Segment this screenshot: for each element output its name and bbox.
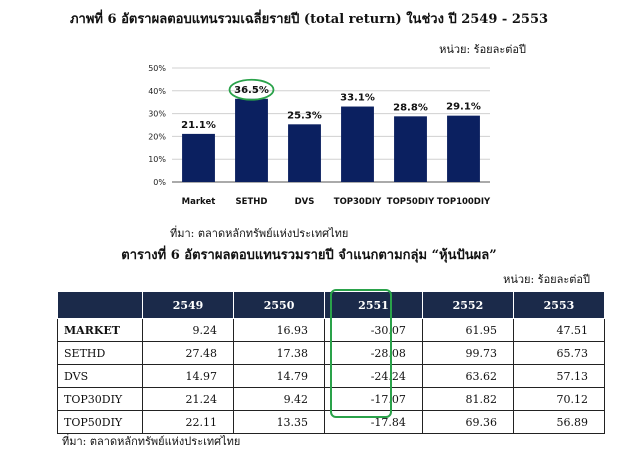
y-tick-label: 40% bbox=[148, 87, 166, 96]
figure-source: ที่มา: ตลาดหลักทรัพย์แห่งประเทศไทย bbox=[170, 227, 349, 240]
table-header-row: 2549 2550 2551 2552 2553 bbox=[57, 291, 606, 319]
row-label: TOP30DIY bbox=[57, 387, 143, 411]
figure-unit: หน่วย: ร้อยละต่อปี bbox=[439, 43, 526, 56]
table-row: SETHD 27.48 17.38 -28.08 99.73 65.73 bbox=[57, 341, 606, 365]
table-row: TOP50DIY 22.11 13.35 -17.84 69.36 56.89 bbox=[57, 410, 606, 434]
bar-value-label: 28.8% bbox=[393, 102, 428, 113]
table-cell: 9.24 bbox=[141, 318, 235, 342]
table-header-cell: 2553 bbox=[512, 291, 606, 319]
bar-value-label: 21.1% bbox=[181, 120, 216, 131]
bar bbox=[394, 116, 427, 182]
table-title: ตารางที่ 6 อัตราผลตอบแทนรวมรายปี จำแนกตา… bbox=[121, 248, 497, 263]
table-cell: 69.36 bbox=[421, 410, 514, 434]
table-cell: -30.07 bbox=[324, 318, 423, 342]
row-label: DVS bbox=[57, 364, 143, 388]
table-cell: 9.42 bbox=[233, 387, 326, 411]
bar bbox=[182, 133, 215, 182]
highlight-ellipse bbox=[228, 78, 275, 101]
x-category-label: TOP30DIY bbox=[334, 197, 382, 207]
x-category-label: Market bbox=[182, 197, 216, 207]
bar-value-label: 25.3% bbox=[287, 110, 322, 121]
table-cell: 99.73 bbox=[421, 341, 514, 365]
bar bbox=[288, 124, 321, 182]
table-cell: 14.97 bbox=[141, 364, 235, 388]
bar-chart: 0% 10% 20% 30% 40% 50% 21.1% Market 36.5% SETHD 25… bbox=[148, 64, 491, 207]
highlight-column-2551 bbox=[330, 289, 392, 418]
returns-table: 2549 2550 2551 2552 2553 MARKET 9.24 16.… bbox=[57, 291, 606, 434]
table-header-cell: 2551 bbox=[324, 291, 423, 319]
table-source: ที่มา: ตลาดหลักทรัพย์แห่งประเทศไทย bbox=[62, 435, 241, 448]
table-cell: 63.62 bbox=[421, 364, 514, 388]
figure-title: ภาพที่ 6 อัตราผลตอบแทนรวมเฉลี่ยรายปี (to… bbox=[69, 12, 549, 27]
row-label: MARKET bbox=[57, 318, 143, 342]
table-cell: 61.95 bbox=[421, 318, 514, 342]
y-tick-label: 20% bbox=[148, 132, 166, 141]
y-tick-label: 0% bbox=[153, 178, 166, 187]
table-cell: 27.48 bbox=[141, 341, 235, 365]
bar-value-label: 33.1% bbox=[340, 93, 375, 104]
table-cell: 16.93 bbox=[233, 318, 326, 342]
bar bbox=[341, 106, 374, 182]
table-cell: 21.24 bbox=[141, 387, 235, 411]
table-cell: 17.38 bbox=[233, 341, 326, 365]
row-label: SETHD bbox=[57, 341, 143, 365]
table-corner-cell bbox=[57, 291, 143, 319]
x-category-label: SETHD bbox=[236, 197, 268, 207]
table-header-cell: 2552 bbox=[421, 291, 514, 319]
x-category-label: TOP100DIY bbox=[437, 197, 491, 207]
table-cell: 57.13 bbox=[512, 364, 606, 388]
table-header-cell: 2550 bbox=[233, 291, 326, 319]
x-category-label: TOP50DIY bbox=[387, 197, 435, 207]
table-cell: 70.12 bbox=[512, 387, 606, 411]
table-cell: -28.08 bbox=[324, 341, 423, 365]
table-cell: -17.84 bbox=[324, 410, 423, 434]
bar-value-label: 36.5% bbox=[234, 85, 269, 96]
table-header-cell: 2549 bbox=[141, 291, 235, 319]
row-label: TOP50DIY bbox=[57, 410, 143, 434]
table-unit: หน่วย: ร้อยละต่อปี bbox=[503, 273, 590, 286]
table-row: DVS 14.97 14.79 -24.24 63.62 57.13 bbox=[57, 364, 606, 388]
y-tick-label: 30% bbox=[148, 110, 166, 119]
bar-value-label: 29.1% bbox=[446, 102, 481, 113]
bar bbox=[447, 115, 480, 182]
table-cell: 56.89 bbox=[512, 410, 606, 434]
table-cell: 47.51 bbox=[512, 318, 606, 342]
table-cell: 81.82 bbox=[421, 387, 514, 411]
table-cell: 22.11 bbox=[141, 410, 235, 434]
table-cell: 13.35 bbox=[233, 410, 326, 434]
table-cell: 65.73 bbox=[512, 341, 606, 365]
x-category-label: DVS bbox=[295, 197, 315, 207]
table-row: MARKET 9.24 16.93 -30.07 61.95 47.51 bbox=[57, 318, 606, 342]
y-tick-label: 50% bbox=[148, 64, 166, 73]
bar bbox=[235, 98, 268, 182]
table-cell: 14.79 bbox=[233, 364, 326, 388]
y-tick-label: 10% bbox=[148, 155, 166, 164]
